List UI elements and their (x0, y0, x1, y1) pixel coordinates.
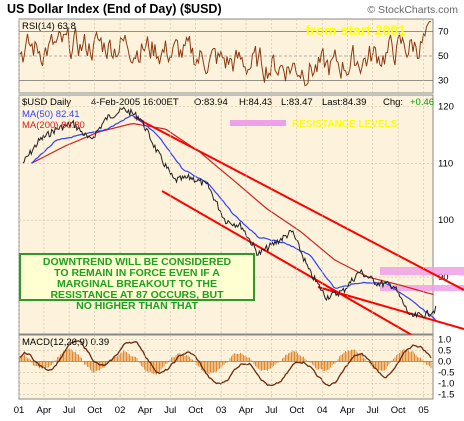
x-tick-label: 03 (216, 405, 227, 416)
x-axis: 01 Apr Jul Oct 02 Apr Jul Oct 03 Apr Jul Oct 04 Apr Ju… (14, 19, 429, 416)
downtrend-annotation: DOWNTREND WILL BE CONSIDERED TO REMAIN I… (19, 253, 255, 312)
upper-trendline (133, 116, 464, 291)
quote-open: O:83.94 (194, 97, 228, 108)
x-tick-label: Apr (37, 405, 52, 416)
macd-tick-label: -0.5 (438, 368, 454, 379)
x-tick-label: Oct (289, 405, 304, 416)
macd-tick-label: 1.0 (438, 334, 451, 345)
watermark: © StockCharts.com (367, 4, 458, 16)
quote-low: L:83.47 (281, 97, 313, 108)
macd-panel (18, 334, 434, 400)
lower-trendline (161, 190, 425, 343)
price-tick-label: 120 (438, 101, 454, 112)
annotation-line: TO REMAIN IN FORCE EVEN IF A (54, 267, 220, 279)
x-tick-label: 05 (418, 405, 429, 416)
rsi-tick-label: 30 (438, 76, 449, 87)
x-tick-label: Oct (188, 405, 203, 416)
rsi-ticks: 70 50 30 (438, 26, 449, 86)
rsi-label: RSI(14) 63.8 (22, 21, 76, 32)
x-tick-label: 02 (115, 405, 126, 416)
symbol-label: $USD Daily (22, 97, 71, 108)
quote-chg-label: Chg: (383, 97, 403, 108)
price-tick-label: 100 (438, 215, 454, 226)
annotation-line: NO HIGHER THAN THAT (76, 300, 198, 312)
x-tick-label: Apr (239, 405, 254, 416)
quote-high: H:84.43 (239, 97, 272, 108)
x-tick-label: 04 (317, 405, 328, 416)
x-tick-label: Jul (164, 405, 176, 416)
inner-trendline (317, 286, 464, 330)
x-tick-label: Apr (340, 405, 355, 416)
price-tick-label: 110 (438, 158, 453, 169)
x-tick-label: Jul (265, 405, 277, 416)
annotation-line: RESISTANCE AT 87 OCCURS, BUT (50, 289, 224, 301)
macd-tick-label: 0.5 (438, 345, 451, 356)
resistance-band-87 (380, 267, 464, 275)
price-tick-label: 90 (438, 272, 449, 283)
x-tick-label: Oct (87, 405, 102, 416)
macd-ticks: 1.00.50.0-0.5-1.0-1.5 (438, 334, 454, 400)
macd-line (19, 339, 432, 387)
chart-title: US Dollar Index (End of Day) ($USD) (7, 2, 222, 16)
x-tick-label: Jul (63, 405, 75, 416)
x-tick-label: Jul (367, 405, 379, 416)
annotation-line: DOWNTREND WILL BE CONSIDERED (42, 256, 232, 268)
ma200-legend: MA(200) 86.80 (22, 120, 85, 131)
ma50-legend: MA(50) 82.41 (22, 109, 80, 120)
quote-date: 4-Feb-2005 16:00ET (91, 97, 179, 108)
macd-histogram (19, 348, 433, 375)
macd-tick-label: 0.0 (438, 356, 451, 367)
rsi-grid (19, 30, 433, 82)
resistance-legend-swatch (230, 120, 286, 126)
macd-label: MACD(12,26,9) 0.39 (22, 337, 109, 348)
quote-last: Last:84.39 (322, 97, 366, 108)
from-start-badge: from start 2001 (306, 22, 407, 38)
rsi-tick-label: 70 (438, 26, 449, 37)
ma50-line (31, 114, 436, 321)
macd-tick-label: -1.0 (438, 379, 454, 390)
quote-chg-value: +0.46 (410, 97, 434, 108)
x-tick-label: 01 (14, 405, 25, 416)
price-line (22, 106, 437, 319)
price-ticks: 120 110 100 90 (438, 101, 454, 283)
resistance-band-85 (380, 285, 464, 291)
resistance-legend-label: RESISTANCE LEVELS (292, 119, 398, 130)
macd-tick-label: -1.5 (438, 390, 454, 401)
rsi-tick-label: 50 (438, 51, 449, 62)
annotation-line: MARGINAL BREAKOUT TO THE (56, 278, 218, 290)
x-tick-label: Oct (391, 405, 406, 416)
rsi-line (19, 20, 432, 87)
x-tick-label: Apr (138, 405, 153, 416)
